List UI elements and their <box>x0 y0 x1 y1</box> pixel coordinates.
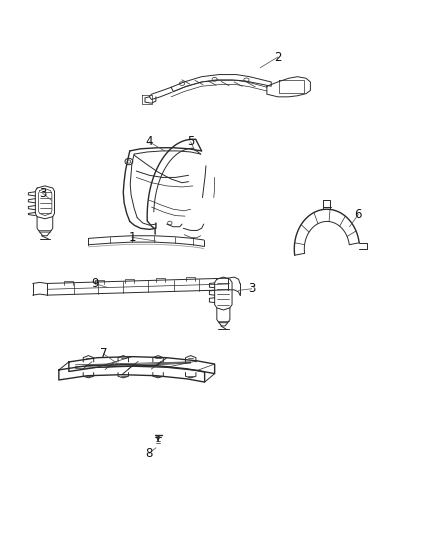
Text: 3: 3 <box>248 282 255 295</box>
Text: 3: 3 <box>39 187 46 200</box>
Text: 9: 9 <box>91 277 99 290</box>
Text: 6: 6 <box>354 208 362 221</box>
Text: 2: 2 <box>274 51 282 63</box>
Text: 1: 1 <box>128 231 136 244</box>
Text: 8: 8 <box>146 447 153 459</box>
Text: 5: 5 <box>187 135 194 148</box>
Text: 7: 7 <box>100 348 107 360</box>
Text: 4: 4 <box>145 135 153 148</box>
